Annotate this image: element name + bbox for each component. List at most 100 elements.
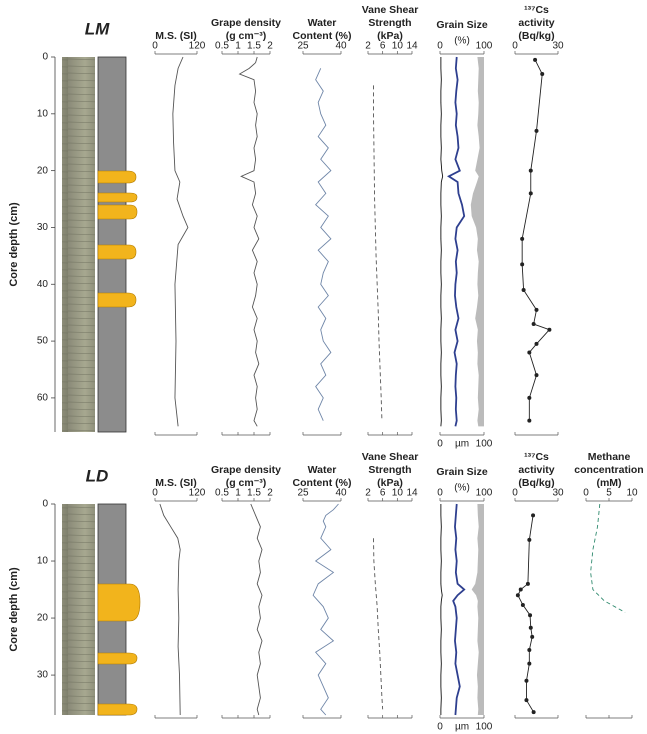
x-tick-label: 6 [380,488,386,499]
x-tick-label: 1.5 [247,41,261,52]
x-tick-label: 14 [406,488,418,499]
y-tick-label: 10 [37,556,49,567]
track-title: (kPa) [377,30,403,42]
x-tick-label: 6 [380,41,386,52]
x-tick-label: 0.5 [215,488,229,499]
x-tick-label: 30 [552,41,564,52]
x-tick-label: 0 [152,488,158,499]
profile-line [447,56,466,427]
track-title: ¹³⁷Cs [524,4,549,16]
x-tick-label: 40 [335,488,347,499]
x-tick-label: 5 [606,488,612,499]
data-point [533,57,538,62]
data-point [531,513,536,518]
event-layer [97,204,138,220]
data-point [518,587,523,592]
profile-line [238,56,260,427]
x2-tick-label: 100 [476,439,493,450]
profile-line [440,504,443,715]
x-tick-label: 120 [189,488,206,499]
data-point [527,395,532,400]
track-title: (Bq/kg) [518,30,554,42]
profile-line [373,538,384,710]
x-tick-label: 0 [437,488,443,499]
track-title: Grain Size [436,466,488,478]
profile-line [440,57,444,427]
track-title: concentration [574,464,643,476]
x-tick-label: 10 [392,41,404,52]
x-tick-label: 120 [189,41,206,52]
event-layer [97,292,137,308]
profile-line [250,503,263,716]
track-title: Grape density [211,464,281,476]
profile-line [590,503,626,613]
profile-line [373,85,383,421]
data-point [530,634,535,639]
track-title: activity [518,464,554,476]
data-point [527,661,532,666]
data-point [524,678,529,683]
data-point [534,373,539,378]
track-title: Methane [588,451,631,463]
area [470,57,484,427]
x-tick-label: 2 [365,488,371,499]
y-tick-label: 50 [37,336,49,347]
data-point [547,327,552,332]
event-layer [97,170,137,184]
core-photo [62,504,95,715]
track-title: Content (%) [293,477,352,489]
track-title: Vane Shear [362,4,419,16]
y-tick-label: 20 [37,165,49,176]
data-point [521,287,526,292]
y-axis-label: Core depth (cm) [8,202,20,287]
data-point [540,72,545,77]
lithology-column [97,56,127,433]
y-tick-label: 10 [37,108,49,119]
core-ld [62,503,141,716]
track-title: (g cm⁻³) [226,477,267,489]
event-layer [97,244,137,260]
data-point [531,710,536,715]
x-tick-label: 0 [437,41,443,52]
event-layer [97,192,138,203]
x-tick-label: 0 [583,488,589,499]
x-tick-label: 10 [392,488,404,499]
x-tick-label: 1 [235,41,241,52]
data-point [520,262,525,267]
x-tick-label: 100 [476,41,493,52]
track-title: Grape density [211,17,281,29]
x-tick-label: 2 [267,488,273,499]
x2-label: µm [455,439,469,450]
profile-line [452,503,466,716]
y-tick-label: 40 [37,279,49,290]
data-point [534,341,539,346]
x-tick-label: 2 [365,41,371,52]
track-title: activity [518,17,554,29]
y-tick-label: 0 [42,52,48,63]
y-tick-label: 30 [37,222,49,233]
x-tick-label: 1.5 [247,488,261,499]
data-point [525,581,530,586]
track-title: Vane Shear [362,451,419,463]
x-tick-label: 100 [476,488,493,499]
track-title: ¹³⁷Cs [524,451,549,463]
panel-label: LD [86,466,109,485]
data-point [528,191,533,196]
track-title: Content (%) [293,30,352,42]
track-subtitle: (%) [454,483,470,494]
area [471,504,484,715]
data-point [527,537,532,542]
data-point [528,613,533,618]
track-title: (g cm⁻³) [226,30,267,42]
event-layer [97,583,141,622]
data-point [528,168,533,173]
core-photo [62,57,95,432]
track-title: M.S. (SI) [155,477,196,489]
x-tick-label: 40 [335,41,347,52]
x-tick-label: 0 [152,41,158,52]
track-title: (Bq/kg) [518,477,554,489]
data-point [534,307,539,312]
x2-tick-label: 0 [437,439,443,450]
y-tick-label: 20 [37,613,49,624]
